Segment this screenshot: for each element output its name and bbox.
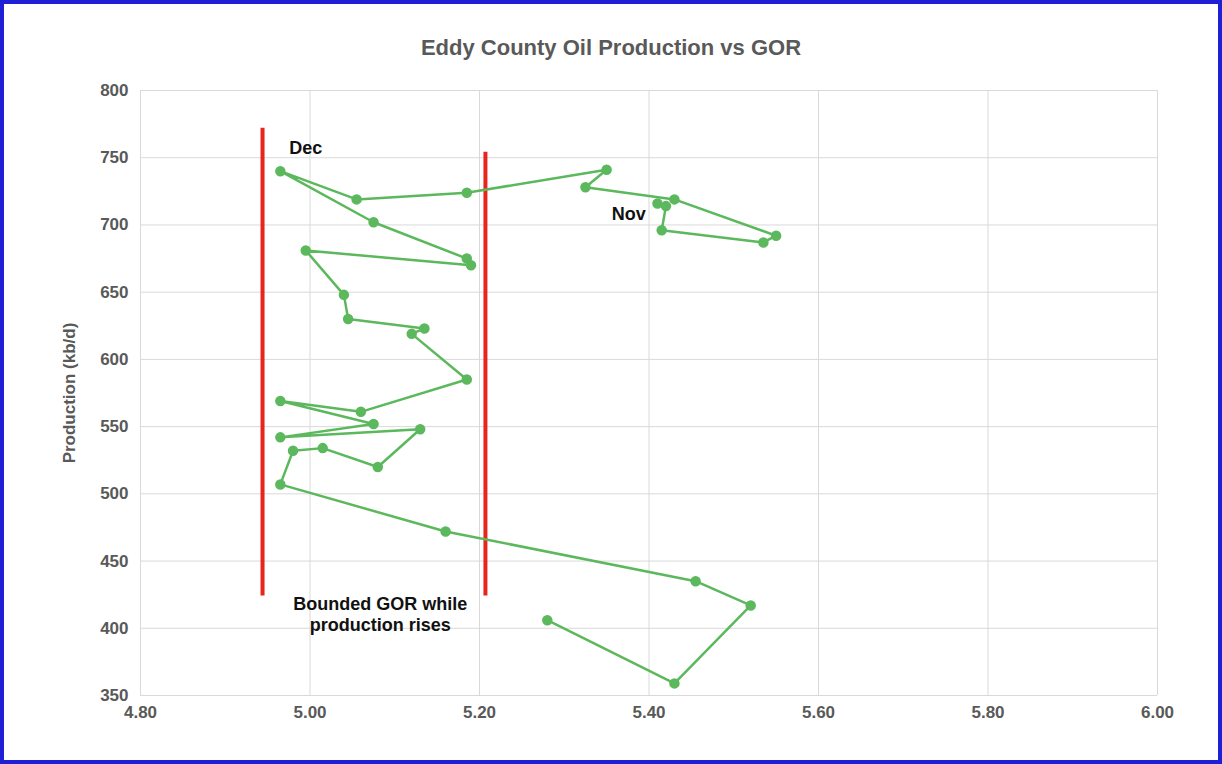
svg-text:6.00: 6.00 — [1141, 703, 1174, 722]
svg-text:Bounded GOR whileproduction ri: Bounded GOR whileproduction rises — [293, 594, 467, 636]
svg-text:5.00: 5.00 — [293, 703, 326, 722]
svg-text:Production (kb/d): Production (kb/d) — [60, 323, 79, 464]
svg-text:800: 800 — [100, 81, 128, 100]
svg-text:750: 750 — [100, 148, 128, 167]
svg-text:700: 700 — [100, 215, 128, 234]
svg-text:650: 650 — [100, 283, 128, 302]
svg-text:400: 400 — [100, 619, 128, 638]
svg-text:5.40: 5.40 — [632, 703, 665, 722]
svg-text:5.80: 5.80 — [971, 703, 1004, 722]
html-text:Eddy County Oil Production vs: Eddy County Oil Production vs GOR — [420, 35, 802, 60]
svg-text:550: 550 — [100, 417, 128, 436]
svg-text:5.20: 5.20 — [463, 703, 496, 722]
svg-text:Dec: Dec — [289, 138, 322, 158]
svg-text:500: 500 — [100, 484, 128, 503]
svg-text:350: 350 — [100, 686, 128, 705]
svg-text:4.80: 4.80 — [124, 703, 157, 722]
svg-text:450: 450 — [100, 551, 128, 570]
svg-text:Nov: Nov — [612, 204, 646, 224]
svg-text:5.60: 5.60 — [802, 703, 835, 722]
svg-text:600: 600 — [100, 350, 128, 369]
